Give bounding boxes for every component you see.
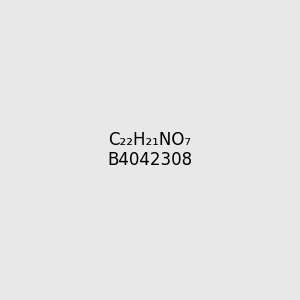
Text: C₂₂H₂₁NO₇
B4042308: C₂₂H₂₁NO₇ B4042308 <box>107 130 193 170</box>
